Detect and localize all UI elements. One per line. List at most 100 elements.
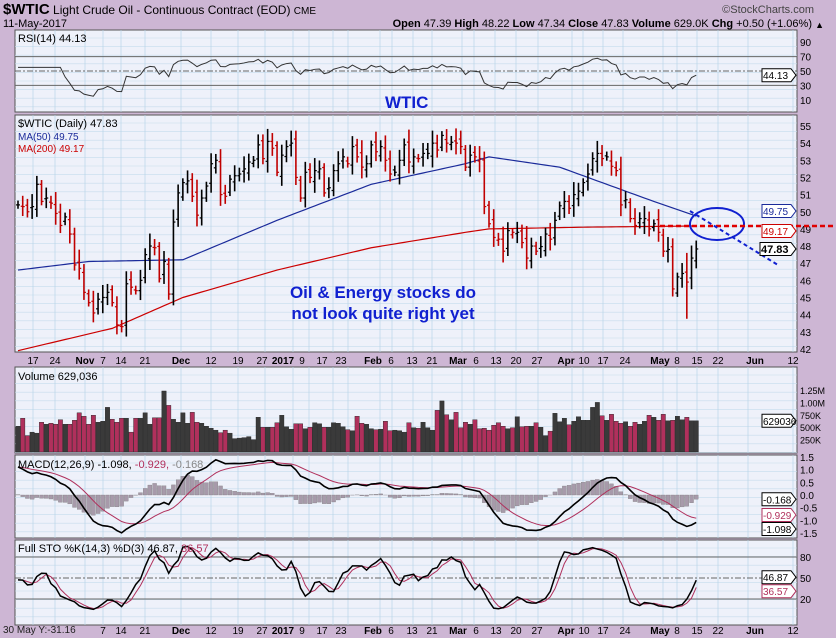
macd-hist-tag: -0.168 xyxy=(761,492,797,506)
volume-bar xyxy=(599,415,605,453)
price-bar xyxy=(449,135,454,151)
volume-bar xyxy=(251,439,256,453)
chart-title: $WTIC Light Crude Oil - Continuous Contr… xyxy=(3,1,316,20)
sto-k-tag-text: 46.87 xyxy=(763,573,788,584)
volume-bar xyxy=(62,424,68,453)
macd-signal-tag: -0.929 xyxy=(761,508,797,522)
price-bar xyxy=(223,184,228,204)
x-axis-label: 2017 xyxy=(272,626,295,637)
annotation-ellipse xyxy=(689,207,745,241)
price-bar xyxy=(534,241,539,256)
ma200-value-tag: 49.17 xyxy=(761,223,797,238)
macd-legend-part: -0.929, xyxy=(135,459,172,471)
price-bar xyxy=(496,232,501,246)
macd-histogram-bar xyxy=(265,492,270,496)
volume-bar xyxy=(368,428,374,453)
macd-histogram-bar xyxy=(694,494,699,500)
price-bar xyxy=(647,211,652,237)
macd-histogram-bar xyxy=(25,494,30,499)
volume-bar xyxy=(463,422,468,453)
price-bar xyxy=(298,175,303,202)
volume-bar xyxy=(387,430,393,453)
macd-histogram-bar xyxy=(444,493,449,496)
x-axis-label: 22 xyxy=(712,356,724,367)
sto-k-line xyxy=(17,545,697,611)
volume-bar xyxy=(274,422,280,453)
price-bar xyxy=(166,257,171,300)
x-axis-label: Mar xyxy=(449,626,467,637)
macd-histogram-bar xyxy=(147,484,153,496)
volume-bar xyxy=(378,428,384,453)
macd-histogram-bar xyxy=(557,488,562,496)
volume-tick-label: 250K xyxy=(800,436,821,446)
price-bar xyxy=(392,165,397,177)
price-bar xyxy=(67,209,72,244)
macd-histogram-bar xyxy=(581,482,586,496)
macd-histogram-bar xyxy=(185,474,190,496)
x-axis-label: 24 xyxy=(619,356,631,367)
x-axis-label: Feb xyxy=(364,356,382,367)
price-tick-label: 53 xyxy=(800,156,812,167)
price-bar xyxy=(190,173,195,203)
volume-value-tag: 629036 xyxy=(761,413,797,428)
macd-histogram-bar xyxy=(39,494,44,499)
macd-histogram-bar xyxy=(566,485,572,496)
volume-tick-label: 750K xyxy=(800,411,821,421)
chart-date: 11-May-2017 xyxy=(3,18,67,30)
macd-histogram-bar xyxy=(303,494,308,504)
price-bar xyxy=(308,163,313,184)
macd-histogram-bar xyxy=(472,494,478,498)
macd-histogram-bar xyxy=(284,494,289,497)
rsi-tick-label: 10 xyxy=(800,96,812,107)
price-bar xyxy=(336,151,341,182)
volume-bar xyxy=(401,431,407,453)
sto-d-line xyxy=(17,547,697,609)
price-bar xyxy=(454,128,459,155)
volume-bar xyxy=(321,427,327,453)
price-tick-label: 51 xyxy=(800,191,812,202)
price-bar xyxy=(472,146,477,163)
x-axis-label: 24 xyxy=(49,356,61,367)
volume-bar xyxy=(448,419,454,453)
volume-bar xyxy=(557,421,563,453)
volume-bar xyxy=(510,427,515,453)
macd-histogram-bar xyxy=(453,493,459,496)
macd-histogram-bar xyxy=(213,481,218,496)
price-bar xyxy=(345,156,350,168)
macd-legend-part: -1.098, xyxy=(97,459,134,471)
volume-bar xyxy=(430,429,435,453)
volume-bar xyxy=(613,421,619,453)
sto-tick-label: 20 xyxy=(800,595,812,606)
x-axis-label: 9 xyxy=(299,356,305,367)
sto-legend: Full STO %K(14,3) %D(3) 46.87, 36.57 xyxy=(18,543,209,555)
close-value-tag-box xyxy=(759,241,797,256)
volume-bar xyxy=(222,429,228,453)
volume-bar xyxy=(67,424,73,453)
rsi-value-tag-box xyxy=(761,68,797,83)
volume-bar xyxy=(34,432,40,453)
sto-legend-part: Full STO %K(14,3) %D(3) 46.87, xyxy=(18,543,181,555)
volume-bar xyxy=(425,427,431,453)
macd-histogram-bar xyxy=(595,479,600,496)
volume-bar xyxy=(689,420,694,453)
price-bar xyxy=(585,163,590,191)
x-axis-label: 20 xyxy=(510,626,522,637)
volume-bar xyxy=(138,418,143,453)
x-axis-label: 27 xyxy=(256,626,268,637)
x-axis-label: 19 xyxy=(232,356,244,367)
macd-histogram-bar xyxy=(138,492,143,496)
macd-hist-tag-text: -0.168 xyxy=(763,495,792,506)
annotation-comment-2: not look quite right yet xyxy=(291,304,475,323)
macd-histogram-bar xyxy=(53,494,58,501)
x-axis-label: Mar xyxy=(449,356,467,367)
volume-bar xyxy=(524,426,530,453)
volume-bar xyxy=(128,431,134,453)
price-bar xyxy=(421,142,426,167)
price-bar xyxy=(30,194,35,219)
close-value-tag-text: 47.83 xyxy=(761,244,789,256)
volume-bar xyxy=(298,423,303,453)
x-axis-label: 13 xyxy=(406,626,418,637)
macd-histogram-bar xyxy=(336,494,341,501)
x-axis-label: 2017 xyxy=(272,356,295,367)
